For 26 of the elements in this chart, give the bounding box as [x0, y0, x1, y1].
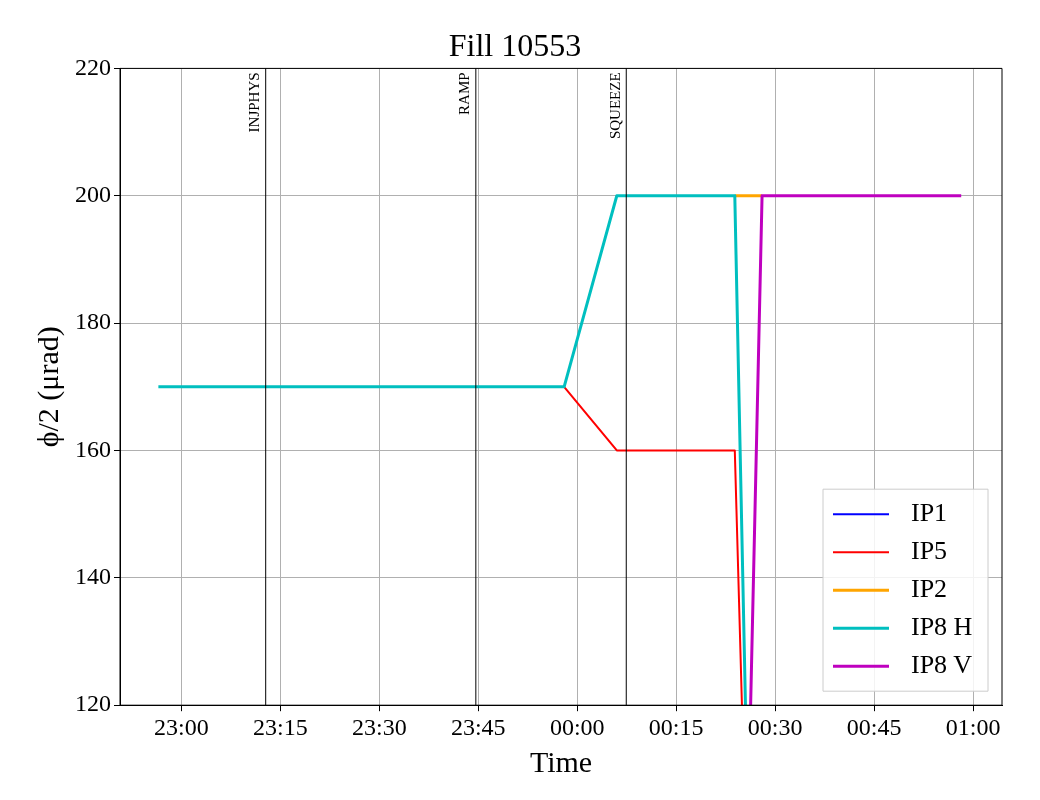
x-tick-label: 23:00: [154, 713, 209, 740]
legend-label: IP2: [911, 574, 948, 604]
x-tick-label: 00:15: [648, 713, 704, 740]
y-tick-label: 140: [75, 563, 111, 590]
y-tick-label: 200: [75, 181, 111, 208]
legend-label: IP8 H: [911, 612, 973, 642]
x-tick-label: 00:30: [747, 713, 803, 740]
x-tick-label: 23:30: [351, 713, 407, 740]
x-tick-label: 23:15: [252, 713, 308, 740]
x-tick-label: 23:45: [450, 713, 506, 740]
x-tick-label: 00:00: [549, 713, 605, 740]
y-axis-title: ϕ/2 (μrad): [30, 326, 65, 448]
legend-label: IP8 V: [911, 650, 973, 680]
x-axis-title: Time: [529, 744, 593, 778]
y-tick-label: 180: [75, 308, 111, 335]
y-tick-label: 120: [75, 690, 111, 717]
x-tick-label: 00:45: [846, 713, 902, 740]
y-tick-label: 160: [75, 435, 111, 462]
chart-title: Fill 10553: [448, 26, 582, 63]
ref-line-label: INJPHYS: [246, 72, 263, 133]
y-tick-label: 220: [75, 53, 111, 80]
ref-line-label: RAMP: [456, 72, 473, 115]
legend-label: IP1: [911, 498, 948, 528]
ref-line-label: SQUEEZE: [606, 72, 623, 140]
x-tick-label: 01:00: [945, 713, 1001, 740]
legend-label: IP5: [911, 536, 948, 566]
